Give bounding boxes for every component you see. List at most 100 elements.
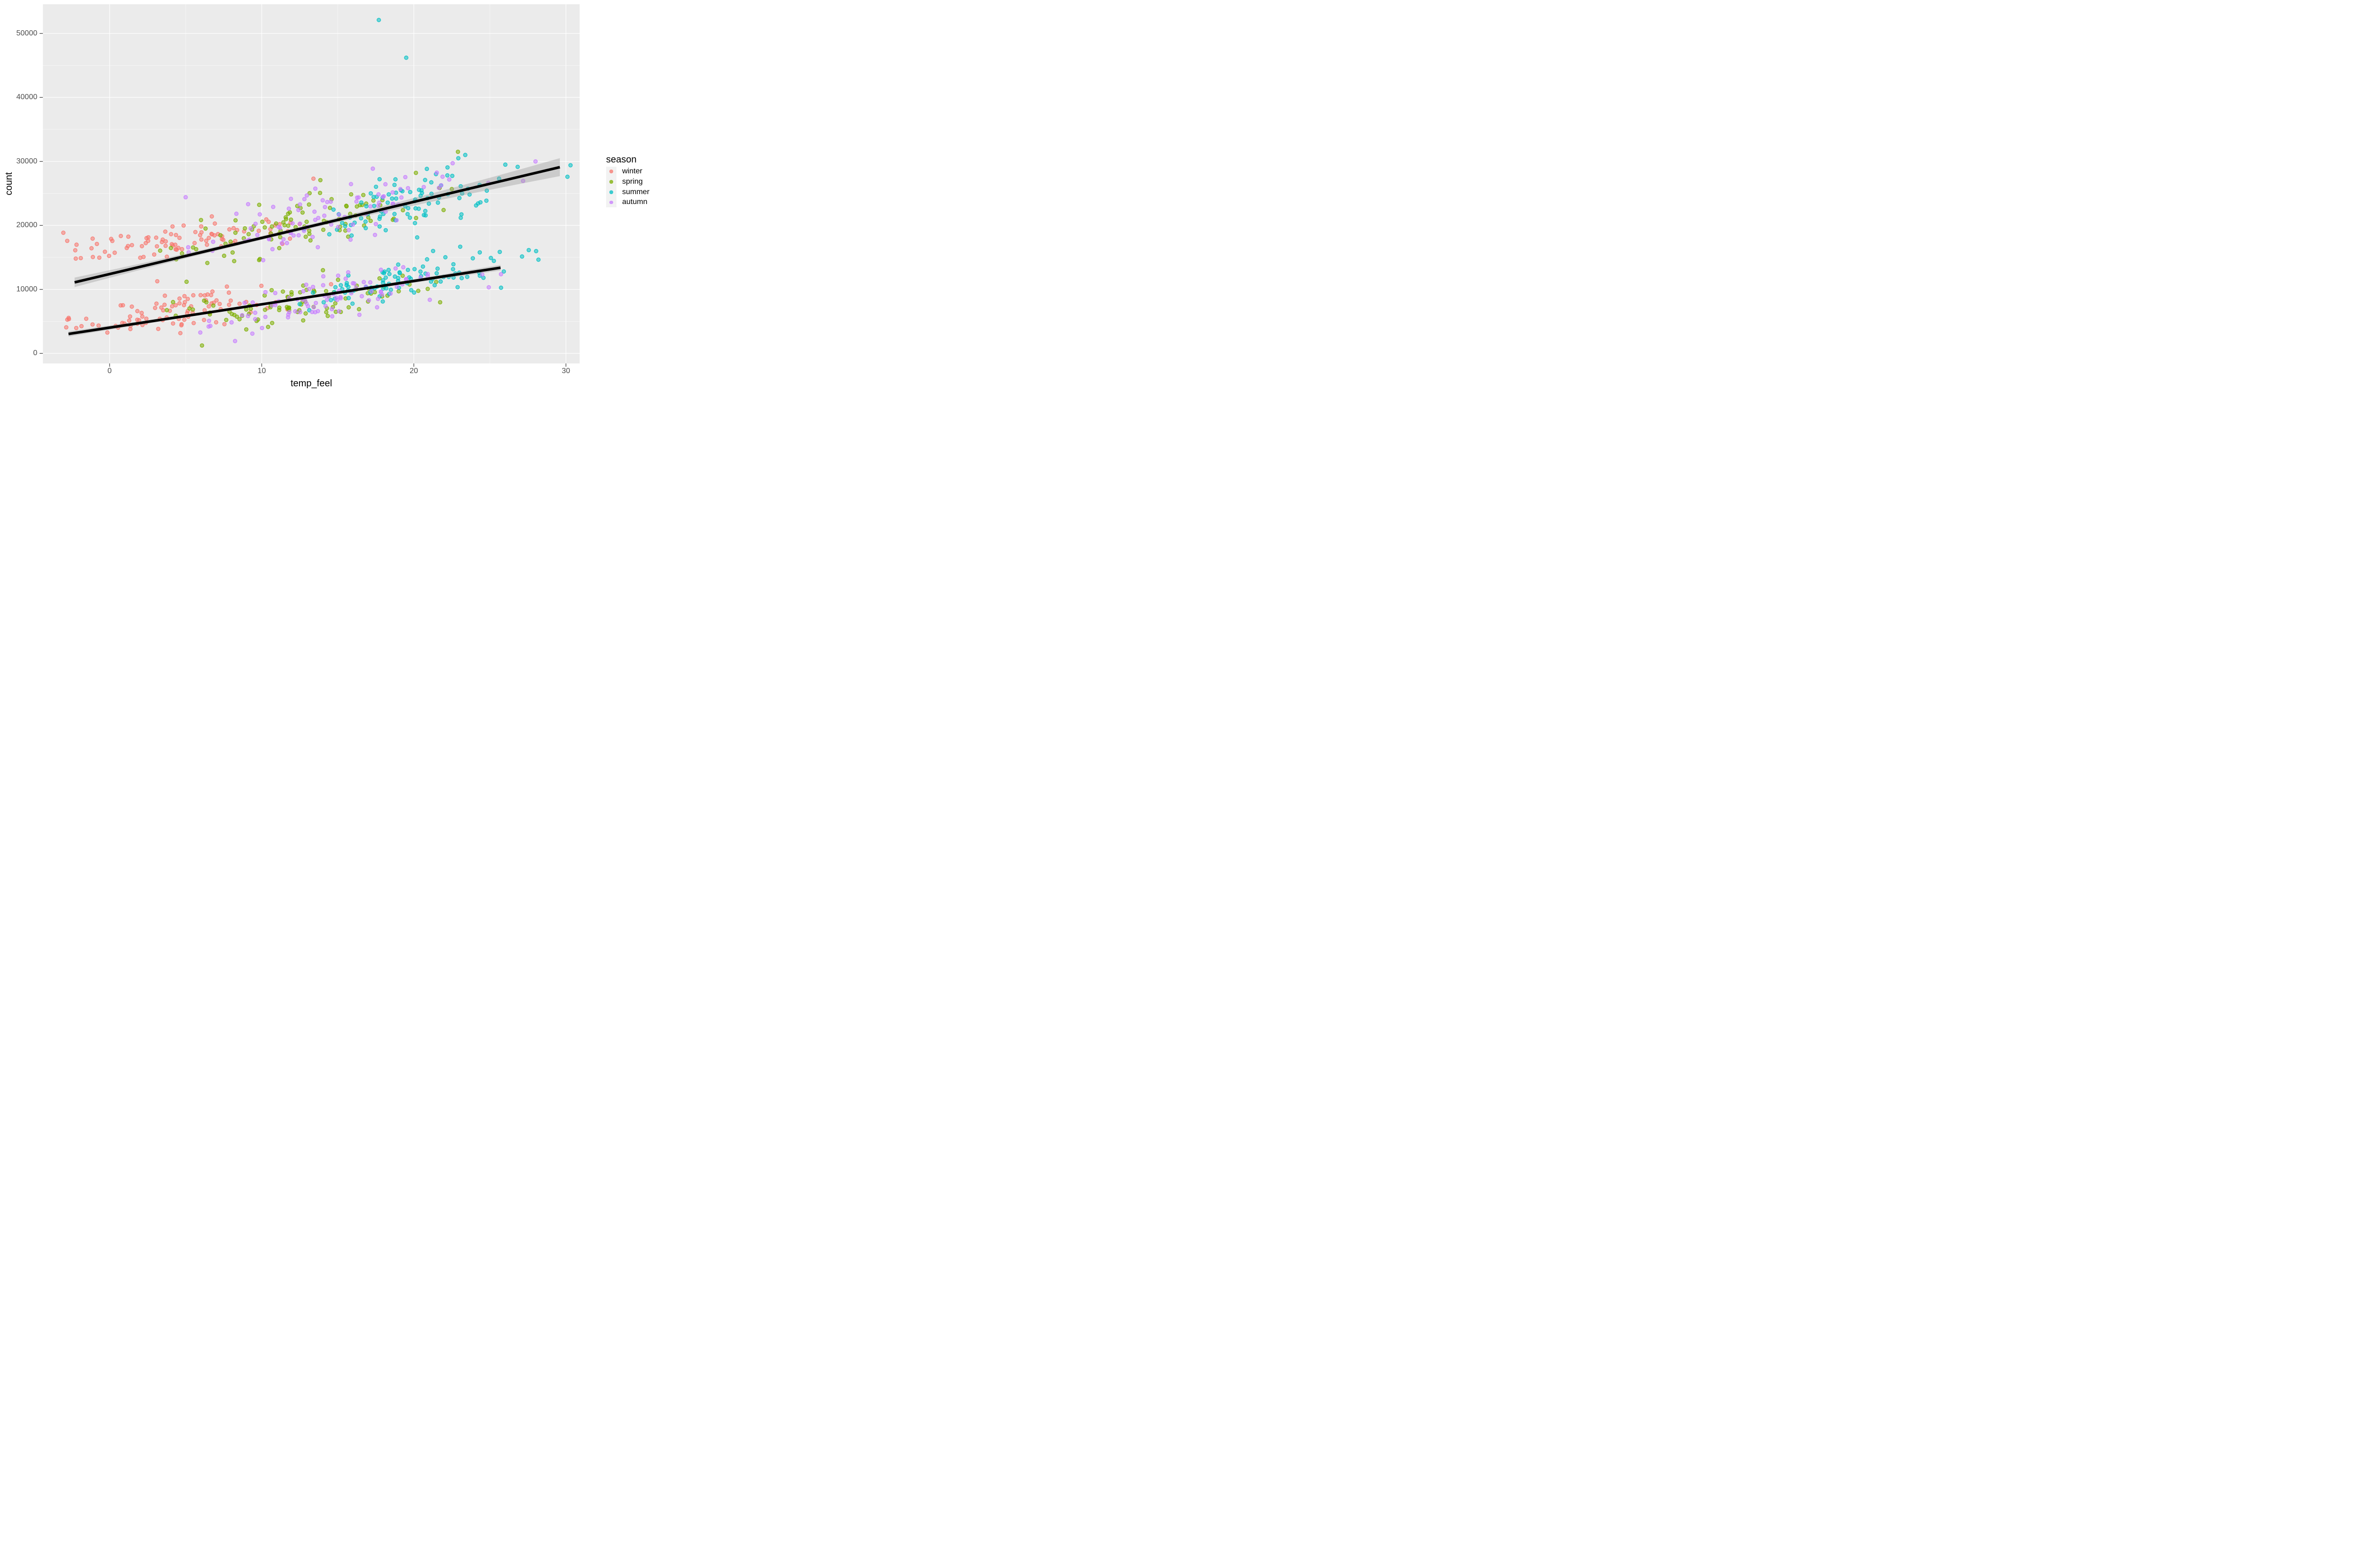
data-point-winter [191,321,196,325]
data-point-spring [307,202,311,207]
data-point-winter [127,318,132,323]
data-point-winter [105,330,110,335]
data-point-autumn [440,174,445,179]
data-point-summer [501,269,506,274]
data-point-spring [307,231,312,236]
data-point-summer [385,200,390,205]
data-point-summer [392,182,397,187]
data-point-summer [431,248,436,253]
data-point-summer [421,213,426,217]
data-point-autumn [368,204,373,209]
data-point-autumn [286,206,291,211]
data-point-winter [202,317,206,323]
data-point-spring [269,288,274,292]
data-point-winter [171,321,175,326]
data-point-winter [159,305,164,310]
data-point-winter [173,247,178,252]
data-point-autumn [313,217,317,222]
data-point-winter [259,283,264,288]
data-point-autumn [323,205,327,209]
data-point-summer [386,268,391,273]
data-point-summer [412,290,417,295]
data-point-autumn [354,199,359,204]
data-point-autumn [439,183,444,187]
data-point-summer [390,196,394,201]
data-point-winter [90,236,95,241]
data-point-autumn [428,298,432,302]
data-point-summer [429,180,434,185]
data-point-spring [224,317,229,322]
data-point-summer [405,267,411,273]
data-point-spring [169,246,173,250]
data-point-autumn [351,222,355,227]
data-point-autumn [303,298,308,303]
y-tick-label: 50000 [16,29,38,37]
data-point-summer [363,226,368,230]
data-point-spring [371,198,376,203]
data-point-autumn [246,202,250,206]
data-point-winter [170,304,174,309]
data-point-winter [209,293,214,298]
data-point-autumn [312,209,317,214]
data-point-autumn [311,284,316,290]
data-point-summer [380,299,385,304]
data-point-summer [405,212,410,216]
data-point-summer [459,212,464,217]
data-point-autumn [186,245,190,250]
data-point-winter [79,324,84,329]
data-point-winter [155,279,160,284]
data-point-autumn [298,202,302,207]
data-point-autumn [208,324,213,328]
data-point-spring [308,238,313,243]
data-point-autumn [316,309,320,314]
data-point-autumn [435,170,439,175]
data-point-autumn [348,237,353,242]
data-point-autumn [323,304,328,308]
data-point-winter [177,236,182,240]
data-point-spring [205,261,210,265]
data-point-spring [300,210,305,215]
data-point-summer [536,257,541,262]
data-point-spring [327,205,333,210]
data-point-summer [377,17,381,22]
data-point-autumn [233,339,238,343]
data-point-autumn [270,247,275,252]
data-point-autumn [367,298,371,303]
data-point-summer [343,224,348,229]
data-point-autumn [250,331,255,336]
data-point-autumn [373,232,377,237]
data-point-winter [162,302,167,307]
data-point-spring [203,226,208,231]
data-point-spring [281,289,285,294]
data-point-autumn [198,330,203,335]
data-point-winter [227,227,232,232]
data-point-autumn [302,197,307,202]
data-point-winter [288,236,292,241]
data-point-summer [457,196,462,200]
data-point-autumn [393,266,398,271]
data-point-autumn [337,213,342,217]
data-point-spring [246,232,251,237]
data-point-winter [74,325,78,331]
data-point-summer [565,174,570,179]
data-point-winter [217,301,222,307]
data-point-autumn [343,276,348,281]
data-point-winter [164,255,169,259]
data-point-summer [377,177,382,181]
data-point-summer [346,296,351,300]
data-point-winter [329,282,334,287]
data-point-winter [181,223,186,228]
data-point-winter [65,239,69,243]
data-point-autumn [240,313,245,317]
data-point-summer [425,167,429,171]
data-point-spring [346,305,351,310]
data-point-winter [152,252,156,257]
data-point-summer [497,249,502,254]
data-point-summer [408,215,412,220]
data-point-autumn [330,314,334,319]
data-point-summer [445,165,450,170]
data-point-summer [499,285,504,290]
data-point-summer [465,274,470,279]
data-point-spring [222,254,226,258]
data-point-summer [534,249,539,254]
